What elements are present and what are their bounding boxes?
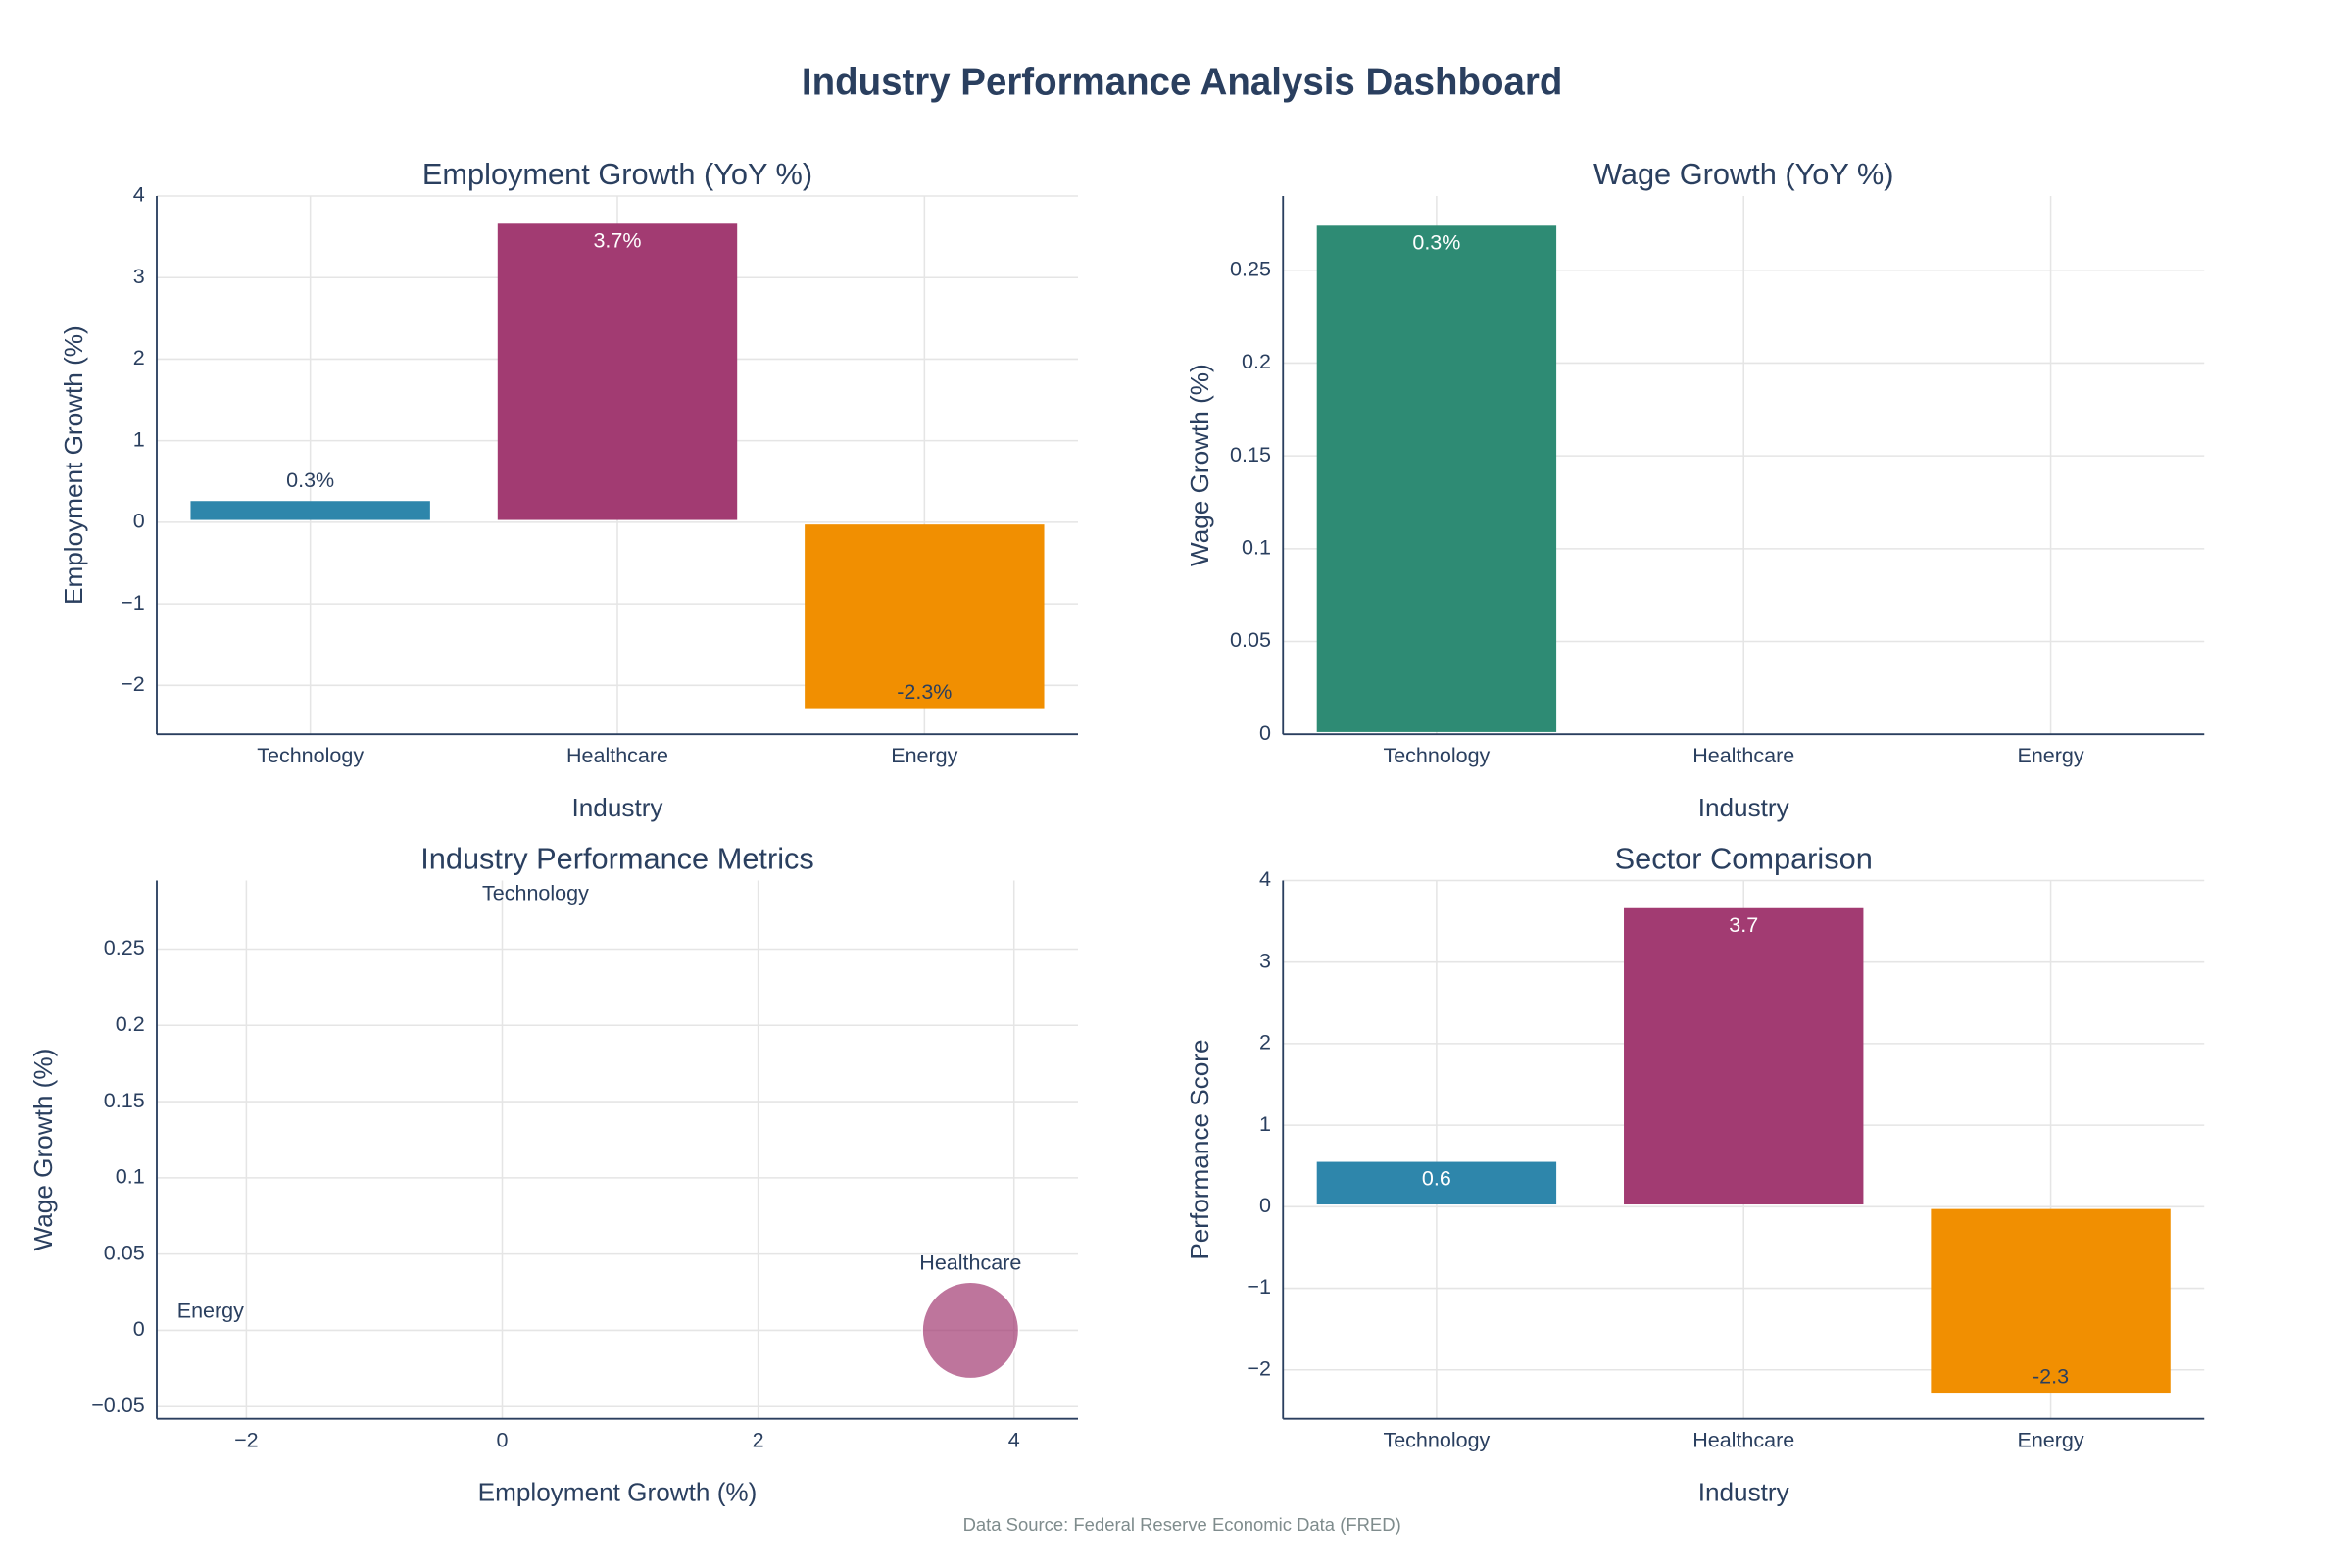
y-tick-label: −2 xyxy=(121,672,145,696)
source-note: Data Source: Federal Reserve Economic Da… xyxy=(963,1514,1401,1535)
chart-title: Industry Performance Metrics xyxy=(420,842,814,876)
x-tick-label: Energy xyxy=(2017,1428,2083,1451)
y-tick-label: 3 xyxy=(1259,949,1271,972)
value-label: 3.7 xyxy=(1729,913,1758,937)
y-tick-label: 0 xyxy=(133,510,145,533)
y-tick-label: −2 xyxy=(1247,1356,1271,1380)
y-axis-label: Performance Score xyxy=(1185,1039,1214,1259)
x-axis-label: Industry xyxy=(572,793,664,822)
y-axis-label: Wage Growth (%) xyxy=(28,1049,58,1251)
bar xyxy=(805,524,1045,709)
bubble xyxy=(921,1281,1020,1380)
y-tick-label: 2 xyxy=(133,346,145,369)
chart-title: Sector Comparison xyxy=(1615,842,1873,876)
x-axis-label: Industry xyxy=(1698,1478,1790,1507)
y-tick-label: 0 xyxy=(133,1317,145,1341)
chart-title: Wage Growth (YoY %) xyxy=(1593,157,1894,191)
y-tick-label: 4 xyxy=(133,183,145,207)
y-tick-label: −1 xyxy=(121,591,145,614)
y-tick-label: 0.1 xyxy=(1242,536,1271,560)
y-tick-label: 0.15 xyxy=(1230,443,1271,466)
x-tick-label: 4 xyxy=(1008,1428,1020,1451)
bar xyxy=(497,223,738,520)
x-axis-label: Employment Growth (%) xyxy=(478,1478,758,1507)
y-tick-label: 4 xyxy=(1259,867,1271,891)
x-tick-label: Healthcare xyxy=(566,744,668,767)
y-tick-label: 0 xyxy=(1259,1194,1271,1217)
value-label: -2.3% xyxy=(897,680,952,704)
y-tick-label: 0 xyxy=(1259,721,1271,745)
x-tick-label: Technology xyxy=(1383,1428,1490,1451)
y-tick-label: 2 xyxy=(1259,1031,1271,1054)
x-tick-label: 2 xyxy=(753,1428,764,1451)
value-label: 0.3% xyxy=(286,468,334,492)
y-tick-label: 1 xyxy=(1259,1112,1271,1136)
y-tick-label: 1 xyxy=(133,427,145,451)
x-tick-label: Energy xyxy=(891,744,957,767)
y-tick-label: −1 xyxy=(1247,1275,1271,1298)
x-tick-label: Energy xyxy=(2017,744,2083,767)
chart-title: Employment Growth (YoY %) xyxy=(422,157,812,191)
y-tick-label: 0.25 xyxy=(104,936,145,959)
bar xyxy=(1316,225,1557,732)
bar xyxy=(1316,1161,1557,1205)
y-axis-label: Employment Growth (%) xyxy=(59,325,88,605)
value-label: 0.3% xyxy=(1412,230,1460,254)
y-tick-label: 0.25 xyxy=(1230,257,1271,280)
y-tick-label: −0.05 xyxy=(91,1394,144,1417)
bar xyxy=(1931,1208,2171,1394)
bar xyxy=(190,501,430,520)
y-axis-label: Wage Growth (%) xyxy=(1185,364,1214,566)
point-label: Energy xyxy=(177,1299,244,1323)
y-tick-label: 0.05 xyxy=(104,1241,145,1264)
x-tick-label: Healthcare xyxy=(1692,744,1794,767)
y-tick-label: 0.2 xyxy=(116,1012,145,1036)
x-tick-label: Healthcare xyxy=(1692,1428,1794,1451)
point-label: Healthcare xyxy=(919,1250,1021,1274)
x-tick-label: −2 xyxy=(234,1428,259,1451)
y-tick-label: 0.2 xyxy=(1242,350,1271,373)
value-label: -2.3 xyxy=(2033,1364,2069,1388)
point-label: Technology xyxy=(482,881,589,905)
bar xyxy=(1624,907,1864,1205)
y-tick-label: 0.15 xyxy=(104,1089,145,1112)
x-tick-label: Technology xyxy=(1383,744,1490,767)
y-tick-label: 3 xyxy=(133,265,145,288)
x-axis-label: Industry xyxy=(1698,793,1790,822)
y-tick-label: 0.1 xyxy=(116,1165,145,1189)
y-tick-label: 0.05 xyxy=(1230,628,1271,652)
dashboard-title: Industry Performance Analysis Dashboard xyxy=(802,61,1562,103)
value-label: 3.7% xyxy=(593,228,641,252)
value-label: 0.6 xyxy=(1422,1167,1451,1191)
x-tick-label: Technology xyxy=(257,744,364,767)
x-tick-label: 0 xyxy=(497,1428,509,1451)
